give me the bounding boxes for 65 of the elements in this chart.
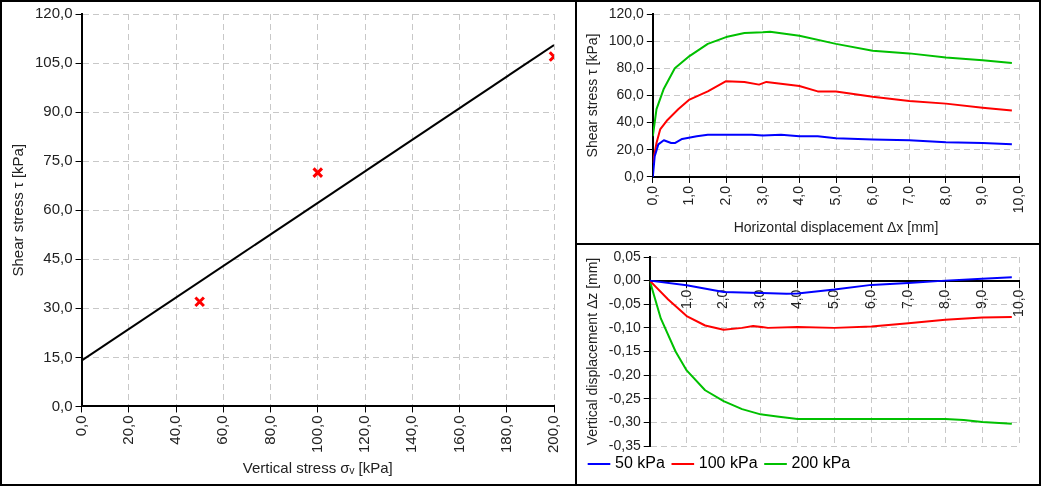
y-tick-label: -0,25 [608,389,641,406]
x-tick-label: 2,0 [716,185,733,206]
y-tick-label: 80,0 [616,59,645,76]
y-tick-label: 0,0 [51,396,73,414]
y-tick-label: 40,0 [616,113,645,130]
y-tick-label: 90,0 [43,102,73,120]
y-tick-label: 60,0 [43,200,73,218]
x-tick-label: 0,0 [71,415,89,437]
x-tick-label: 140,0 [402,415,420,454]
y-tick-label: 120,0 [608,4,645,21]
y-tick-label: -0,05 [608,295,641,312]
legend-label: 100 kPa [698,454,758,472]
x-tick-label: 8,0 [936,185,953,206]
y-axis-title: Vertical displacement Δz [mm] [584,257,601,446]
x-axis-title: Horizontal displacement Δx [mm] [733,219,939,236]
x-tick-label: 8,0 [936,289,953,310]
x-tick-label: 7,0 [899,289,916,310]
x-tick-label: 0,0 [643,185,660,206]
x-tick-label: 3,0 [753,185,770,206]
legend-label: 200 kPa [791,454,851,472]
x-tick-label: 6,0 [863,185,880,206]
x-tick-label: 4,0 [790,185,807,206]
x-tick-label: 10,0 [1010,289,1027,317]
x-tick-label: 5,0 [826,185,843,206]
x-tick-label: 4,0 [788,289,805,310]
point [312,166,324,179]
y-axis-title: Shear stress τ [kPa] [584,33,601,158]
x-tick-label: 40,0 [166,415,184,445]
x-axis-title: Vertical stress σᵥ [kPa] [242,459,393,477]
x-tick-label: 20,0 [118,415,136,445]
x-tick-label: 120,0 [355,415,373,454]
y-tick-label: 75,0 [43,151,73,169]
x-tick-label: 200,0 [544,415,562,454]
y-tick-label: -0,35 [608,436,641,453]
x-tick-label: 1,0 [677,289,694,310]
x-tick-label: 9,0 [973,289,990,310]
legend-label: 50 kPa [615,454,665,472]
x-tick-label: 1,0 [680,185,697,206]
y-tick-label: 15,0 [43,347,73,365]
y-tick-label: -0,20 [608,365,641,382]
x-tick-label: 6,0 [862,289,879,310]
y-tick-label: 30,0 [43,298,73,316]
y-tick-label: 0,05 [613,247,641,264]
y-tick-label: -0,15 [608,342,641,359]
y-tick-label: 0,0 [624,167,645,184]
y-tick-label: 105,0 [34,53,73,71]
y-tick-label: -0,30 [608,413,641,430]
y-axis-title: Shear stress τ [kPa] [9,143,27,277]
x-tick-label: 180,0 [496,415,514,454]
x-tick-label: 5,0 [825,289,842,310]
y-tick-label: -0,10 [608,318,641,335]
y-tick-label: 120,0 [34,4,73,22]
y-tick-label: 0,00 [613,271,641,288]
y-tick-label: 60,0 [616,86,645,103]
x-tick-label: 9,0 [973,185,990,206]
y-tick-label: 45,0 [43,249,73,267]
y-tick-label: 20,0 [616,140,645,157]
x-tick-label: 80,0 [260,415,278,445]
y-tick-label: 100,0 [608,32,645,49]
point [193,296,206,308]
x-tick-label: 60,0 [213,415,231,445]
x-tick-label: 100,0 [307,415,325,454]
x-tick-label: 10,0 [1010,185,1027,214]
x-tick-label: 7,0 [900,185,917,206]
x-tick-label: 160,0 [449,415,467,454]
